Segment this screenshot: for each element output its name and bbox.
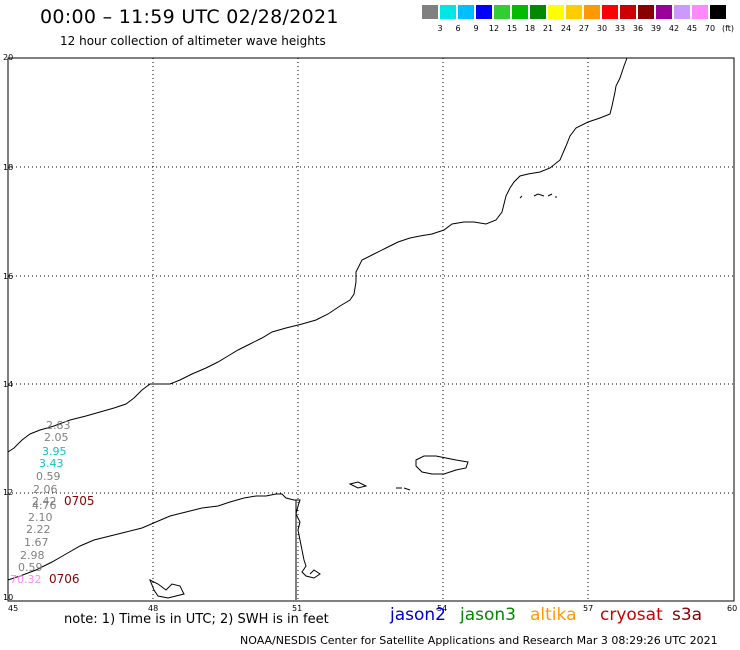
legend-label: 39 [650, 24, 662, 33]
map-frame [7, 57, 735, 602]
legend-label: 33 [614, 24, 626, 33]
lat-tick-label: 16 [3, 272, 13, 281]
legend-label: 42 [668, 24, 680, 33]
legend-swatch [512, 5, 528, 19]
wave-height-value: 2.06 [33, 483, 58, 496]
axis-tick-labels: 45 48 51 54 57 60 20 18 16 14 12 10 [3, 53, 737, 613]
satellite-label-cryosat: cryosat [600, 605, 663, 625]
legend-label: 15 [506, 24, 518, 33]
lon-tick-label: 45 [8, 604, 18, 613]
satellite-label-jason2: jason2 [390, 605, 446, 625]
wave-height-value: 2.42 [32, 495, 57, 508]
lat-lon-grid [8, 58, 734, 601]
wave-height-value: 2.10 [28, 511, 53, 524]
lat-tick-label: 20 [3, 53, 13, 62]
wave-observations: 2.832.053.953.430.592.062.424.762.102.22… [10, 419, 71, 586]
wave-height-value: 0.59 [18, 561, 43, 574]
map-title: 00:00 – 11:59 UTC 02/28/2021 [40, 6, 339, 28]
legend-swatch [422, 5, 438, 19]
lon-tick-label: 60 [727, 604, 737, 613]
time-labels: 0705 0706 [49, 494, 95, 586]
wave-height-value: 70.32 [10, 573, 42, 586]
satellite-label-s3a: s3a [672, 605, 703, 625]
legend-label: 21 [542, 24, 554, 33]
satellite-label-jason3: jason3 [460, 605, 516, 625]
legend-swatch [692, 5, 708, 19]
wave-height-value: 3.43 [39, 457, 64, 470]
legend-label: 70 [704, 24, 716, 33]
legend-swatch [566, 5, 582, 19]
legend-label: 30 [596, 24, 608, 33]
legend-swatch [602, 5, 618, 19]
legend-swatch [674, 5, 690, 19]
legend-label: 24 [560, 24, 572, 33]
legend-label: 36 [632, 24, 644, 33]
legend-swatch [584, 5, 600, 19]
coastline [7, 57, 628, 600]
note-text: note: 1) Time is in UTC; 2) SWH is in fe… [64, 612, 329, 627]
lat-tick-label: 10 [3, 593, 13, 602]
legend-swatch [548, 5, 564, 19]
arabia-coastline [7, 57, 628, 453]
wave-height-value: 2.83 [46, 419, 71, 432]
wave-height-value: 1.67 [24, 536, 49, 549]
lon-tick-label: 48 [148, 604, 158, 613]
lon-tick-label: 51 [292, 604, 302, 613]
wave-height-value: 2.98 [20, 549, 45, 562]
wave-height-value: 3.95 [42, 445, 67, 458]
small-island-b [403, 487, 411, 491]
kuria-muria-islands [519, 193, 557, 199]
satellite-label-altika: altika [530, 605, 577, 625]
wave-height-value: 4.76 [32, 499, 57, 512]
map-subtitle: 12 hour collection of altimeter wave hei… [60, 34, 326, 48]
legend-label: 12 [488, 24, 500, 33]
somalia-coastline [7, 493, 321, 581]
credit-line: NOAA/NESDIS Center for Satellite Applica… [240, 634, 718, 647]
wave-height-value: 0.59 [36, 470, 61, 483]
legend-unit: (ft) [721, 24, 735, 33]
legend-swatch [530, 5, 546, 19]
legend-swatch [620, 5, 636, 19]
legend-swatch [476, 5, 492, 19]
legend-swatch [458, 5, 474, 19]
socotra-island [415, 455, 469, 475]
lat-tick-label: 14 [3, 380, 13, 389]
legend-label: 45 [686, 24, 698, 33]
legend-label: 27 [578, 24, 590, 33]
legend-swatch [440, 5, 456, 19]
coastal-feature [149, 578, 185, 599]
legend-label: 6 [455, 24, 461, 33]
wave-height-value: 2.05 [44, 431, 69, 444]
legend-swatch [656, 5, 672, 19]
legend-swatch [638, 5, 654, 19]
wave-height-value: 2.22 [26, 523, 51, 536]
legend-label: 9 [473, 24, 479, 33]
pass-time-label: 0706 [49, 572, 80, 586]
legend-label: 3 [437, 24, 443, 33]
lat-tick-label: 18 [3, 163, 13, 172]
legend-label: 18 [524, 24, 536, 33]
pass-time-label: 0705 [64, 494, 95, 508]
lon-tick-label: 57 [583, 604, 593, 613]
abd-al-kuri-island [348, 481, 368, 489]
lat-tick-label: 12 [3, 488, 13, 497]
legend-swatch [494, 5, 510, 19]
legend-swatch [710, 5, 726, 19]
lon-tick-label: 54 [437, 604, 447, 613]
